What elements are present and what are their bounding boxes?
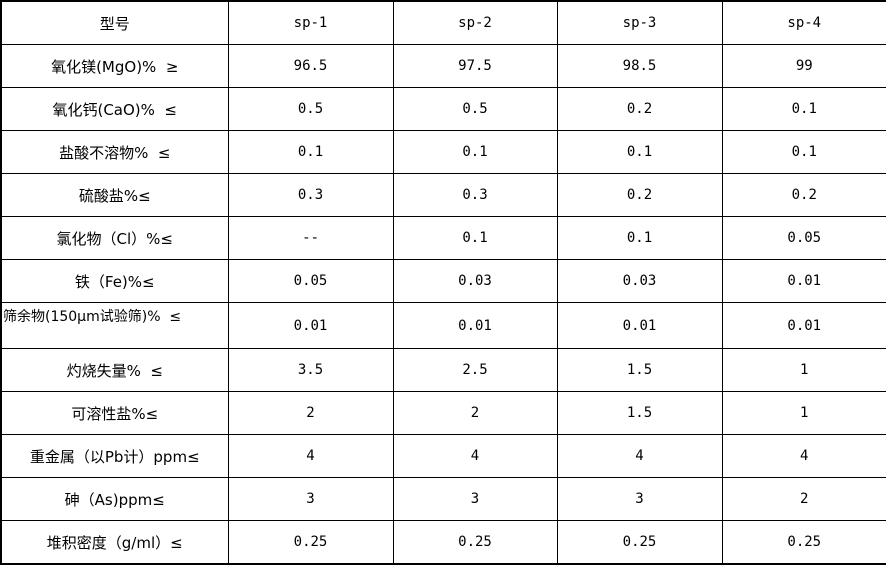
table-row-cao: 氧化钙(CaO)% ≤ 0.5 0.5 0.2 0.1 (0, 87, 886, 131)
value-cell: 1 (721, 348, 886, 392)
value-cell: 0.25 (227, 520, 394, 565)
row-label: 可溶性盐%≤ (0, 391, 229, 435)
row-label: 氧化镁(MgO)% ≥ (0, 44, 229, 88)
value-cell: 1 (721, 391, 886, 435)
value-cell: 0.5 (227, 87, 394, 131)
table-row-chloride: 氯化物（Cl）%≤ -- 0.1 0.1 0.05 (0, 216, 886, 260)
value-cell: 0.2 (721, 173, 886, 217)
value-cell: 4 (556, 434, 723, 478)
table-row-arsenic: 砷（As)ppm≤ 3 3 3 2 (0, 477, 886, 521)
value-cell: 0.1 (227, 130, 394, 174)
value-cell: 4 (227, 434, 394, 478)
row-label: 砷（As)ppm≤ (0, 477, 229, 521)
value-cell: 97.5 (392, 44, 558, 88)
value-cell: 4 (392, 434, 558, 478)
value-cell: 0.05 (721, 216, 886, 260)
value-cell: 0.25 (556, 520, 723, 565)
value-cell: 3 (556, 477, 723, 521)
row-label: 灼烧失量% ≤ (0, 348, 229, 392)
value-cell: 2 (392, 391, 558, 435)
value-cell: -- (227, 216, 394, 260)
col-header-sp-1: sp-1 (227, 0, 394, 45)
row-label: 筛余物(150μm试验筛)% ≤ (0, 302, 229, 349)
table-row-hcl-insoluble: 盐酸不溶物% ≤ 0.1 0.1 0.1 0.1 (0, 130, 886, 174)
row-label: 铁（Fe)%≤ (0, 259, 229, 303)
value-cell: 0.01 (721, 259, 886, 303)
value-cell: 2.5 (392, 348, 558, 392)
value-cell: 0.01 (721, 302, 886, 349)
table-row-sieve-residue: 筛余物(150μm试验筛)% ≤ 0.01 0.01 0.01 0.01 (0, 302, 886, 349)
col-header-sp-3: sp-3 (556, 0, 723, 45)
value-cell: 0.1 (392, 216, 558, 260)
col-header-sp-2: sp-2 (392, 0, 558, 45)
col-header-sp-4: sp-4 (721, 0, 886, 45)
value-cell: 0.01 (556, 302, 723, 349)
table-row-bulk-density: 堆积密度（g/ml）≤ 0.25 0.25 0.25 0.25 (0, 520, 886, 565)
table-row-soluble-salt: 可溶性盐%≤ 2 2 1.5 1 (0, 391, 886, 435)
row-label: 盐酸不溶物% ≤ (0, 130, 229, 174)
col-header-model: 型号 (0, 0, 229, 45)
value-cell: 0.1 (392, 130, 558, 174)
value-cell: 1.5 (556, 391, 723, 435)
value-cell: 0.01 (227, 302, 394, 349)
table-row-iron: 铁（Fe)%≤ 0.05 0.03 0.03 0.01 (0, 259, 886, 303)
value-cell: 0.2 (556, 87, 723, 131)
value-cell: 0.03 (392, 259, 558, 303)
value-cell: 0.25 (721, 520, 886, 565)
value-cell: 0.1 (721, 87, 886, 131)
table-row-mgo: 氧化镁(MgO)% ≥ 96.5 97.5 98.5 99 (0, 44, 886, 88)
value-cell: 0.2 (556, 173, 723, 217)
row-label: 重金属（以Pb计）ppm≤ (0, 434, 229, 478)
value-cell: 1.5 (556, 348, 723, 392)
row-label: 氧化钙(CaO)% ≤ (0, 87, 229, 131)
header-row: 型号 sp-1 sp-2 sp-3 sp-4 (0, 0, 886, 45)
value-cell: 96.5 (227, 44, 394, 88)
value-cell: 0.1 (556, 130, 723, 174)
value-cell: 3 (227, 477, 394, 521)
value-cell: 0.25 (392, 520, 558, 565)
value-cell: 0.03 (556, 259, 723, 303)
value-cell: 0.01 (392, 302, 558, 349)
value-cell: 0.3 (227, 173, 394, 217)
value-cell: 2 (227, 391, 394, 435)
value-cell: 0.5 (392, 87, 558, 131)
row-label: 堆积密度（g/ml）≤ (0, 520, 229, 565)
row-label: 硫酸盐%≤ (0, 173, 229, 217)
value-cell: 3 (392, 477, 558, 521)
value-cell: 99 (721, 44, 886, 88)
value-cell: 3.5 (227, 348, 394, 392)
value-cell: 0.1 (556, 216, 723, 260)
value-cell: 98.5 (556, 44, 723, 88)
row-label: 氯化物（Cl）%≤ (0, 216, 229, 260)
table-row-sulfate: 硫酸盐%≤ 0.3 0.3 0.2 0.2 (0, 173, 886, 217)
table-row-heavy-metals: 重金属（以Pb计）ppm≤ 4 4 4 4 (0, 434, 886, 478)
value-cell: 4 (721, 434, 886, 478)
table-row-loss-on-ignition: 灼烧失量% ≤ 3.5 2.5 1.5 1 (0, 348, 886, 392)
value-cell: 0.1 (721, 130, 886, 174)
value-cell: 0.05 (227, 259, 394, 303)
value-cell: 0.3 (392, 173, 558, 217)
value-cell: 2 (721, 477, 886, 521)
